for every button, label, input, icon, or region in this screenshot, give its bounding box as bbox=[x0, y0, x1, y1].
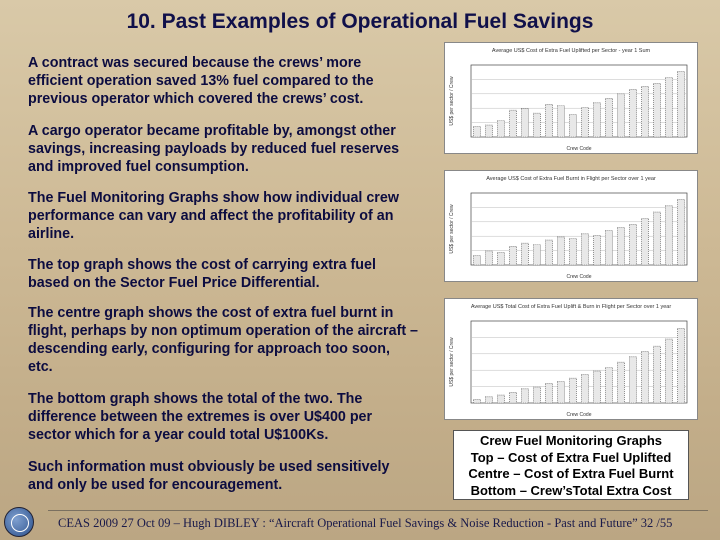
paragraph-cargo: A cargo operator became profitable by, a… bbox=[28, 123, 400, 175]
chart-bar bbox=[497, 252, 505, 266]
chart-bar bbox=[653, 211, 661, 266]
chart-bar bbox=[665, 205, 673, 266]
chart-bar bbox=[485, 396, 493, 404]
chart-frame bbox=[470, 64, 688, 138]
chart-bar bbox=[677, 328, 685, 404]
chart-bar bbox=[629, 89, 637, 138]
chart-bar bbox=[557, 381, 565, 404]
chart-bar bbox=[593, 102, 601, 138]
caption-line-4: Bottom – Crew’sTotal Extra Cost bbox=[470, 482, 672, 498]
chart-bottom: Average US$ Total Cost of Extra Fuel Upl… bbox=[444, 298, 698, 420]
chart-title: Average US$ Total Cost of Extra Fuel Upl… bbox=[471, 304, 672, 310]
chart-bar bbox=[473, 126, 481, 138]
ceas-logo bbox=[4, 507, 34, 537]
chart-bar bbox=[533, 244, 541, 266]
chart-bar bbox=[629, 224, 637, 266]
chart-bar bbox=[509, 392, 517, 404]
chart-xlabel: Crew Code bbox=[566, 146, 591, 152]
chart-bar bbox=[677, 71, 685, 138]
chart-frame bbox=[470, 192, 688, 266]
chart-bar bbox=[521, 388, 529, 404]
chart-bar bbox=[593, 235, 601, 266]
chart-bar bbox=[533, 386, 541, 404]
chart-bar bbox=[581, 106, 589, 138]
slide-title: 10. Past Examples of Operational Fuel Sa… bbox=[126, 10, 594, 33]
chart-bar bbox=[509, 109, 517, 138]
chart-bar bbox=[545, 383, 553, 404]
footer-text: CEAS 2009 27 Oct 09 – Hugh DIBLEY : “Air… bbox=[58, 516, 673, 530]
chart-bar bbox=[521, 242, 529, 266]
chart-bar bbox=[665, 77, 673, 138]
chart-bar bbox=[545, 239, 553, 266]
chart-bar bbox=[569, 114, 577, 138]
chart-title: Average US$ Cost of Extra Fuel Uplifted … bbox=[492, 48, 651, 54]
footer-divider bbox=[48, 510, 708, 511]
caption-line-1: Crew Fuel Monitoring Graphs bbox=[479, 433, 662, 448]
chart-bar bbox=[581, 233, 589, 266]
chart-bar bbox=[497, 120, 505, 138]
paragraph-centre-graph: The centre graph shows the cost of extra… bbox=[28, 305, 419, 375]
chart-bottom-svg: Average US$ Total Cost of Extra Fuel Upl… bbox=[449, 304, 688, 418]
chart-bar bbox=[557, 236, 565, 266]
chart-bar bbox=[617, 361, 625, 404]
chart-bar bbox=[653, 83, 661, 138]
chart-ylabel: US$ per sector / Crew bbox=[449, 76, 455, 126]
paragraph-sensitivity: Such information must obviously be used … bbox=[28, 459, 390, 493]
chart-bar bbox=[569, 377, 577, 404]
chart-centre-svg: Average US$ Cost of Extra Fuel Burnt in … bbox=[449, 176, 688, 280]
chart-centre: Average US$ Cost of Extra Fuel Burnt in … bbox=[444, 170, 698, 282]
chart-bar bbox=[533, 112, 541, 138]
chart-bar bbox=[473, 255, 481, 266]
chart-title: Average US$ Cost of Extra Fuel Burnt in … bbox=[486, 176, 656, 182]
chart-xlabel: Crew Code bbox=[566, 412, 591, 418]
chart-bar bbox=[593, 370, 601, 404]
chart-frame bbox=[470, 320, 688, 404]
chart-bar bbox=[605, 230, 613, 266]
paragraph-monitoring: The Fuel Monitoring Graphs show how indi… bbox=[28, 190, 399, 242]
chart-bar bbox=[605, 98, 613, 138]
chart-bar bbox=[653, 345, 661, 404]
chart-bar bbox=[485, 250, 493, 266]
chart-bar bbox=[557, 105, 565, 138]
chart-bar bbox=[521, 108, 529, 138]
chart-bar bbox=[617, 93, 625, 138]
chart-bar bbox=[629, 356, 637, 404]
chart-bar bbox=[641, 86, 649, 138]
chart-bar bbox=[641, 351, 649, 404]
chart-bar bbox=[605, 367, 613, 404]
chart-bar bbox=[581, 374, 589, 404]
chart-bar bbox=[545, 103, 553, 138]
chart-xlabel: Crew Code bbox=[566, 274, 591, 280]
chart-top-svg: Average US$ Cost of Extra Fuel Uplifted … bbox=[449, 48, 688, 152]
chart-bar bbox=[485, 124, 493, 138]
caption-line-2: Top – Cost of Extra Fuel Uplifted bbox=[470, 449, 672, 465]
paragraph-contract: A contract was secured because the crews… bbox=[28, 55, 374, 107]
chart-bar bbox=[641, 217, 649, 266]
chart-bar bbox=[569, 238, 577, 266]
chart-top: Average US$ Cost of Extra Fuel Uplifted … bbox=[444, 42, 698, 154]
chart-bar bbox=[473, 399, 481, 404]
caption-line-3: Centre – Cost of Extra Fuel Burnt bbox=[468, 466, 674, 481]
chart-bar bbox=[509, 245, 517, 266]
paragraph-top-graph: The top graph shows the cost of carrying… bbox=[28, 257, 376, 291]
chart-ylabel: US$ per sector / Crew bbox=[449, 337, 455, 387]
chart-bar bbox=[617, 227, 625, 266]
chart-bar bbox=[497, 394, 505, 404]
chart-ylabel: US$ per sector / Crew bbox=[449, 204, 455, 254]
chart-bar bbox=[665, 338, 673, 404]
paragraph-bottom-graph: The bottom graph shows the total of the … bbox=[28, 391, 373, 443]
chart-bar bbox=[677, 199, 685, 266]
chart-caption: Crew Fuel Monitoring Graphs Top – Cost o… bbox=[453, 430, 689, 500]
